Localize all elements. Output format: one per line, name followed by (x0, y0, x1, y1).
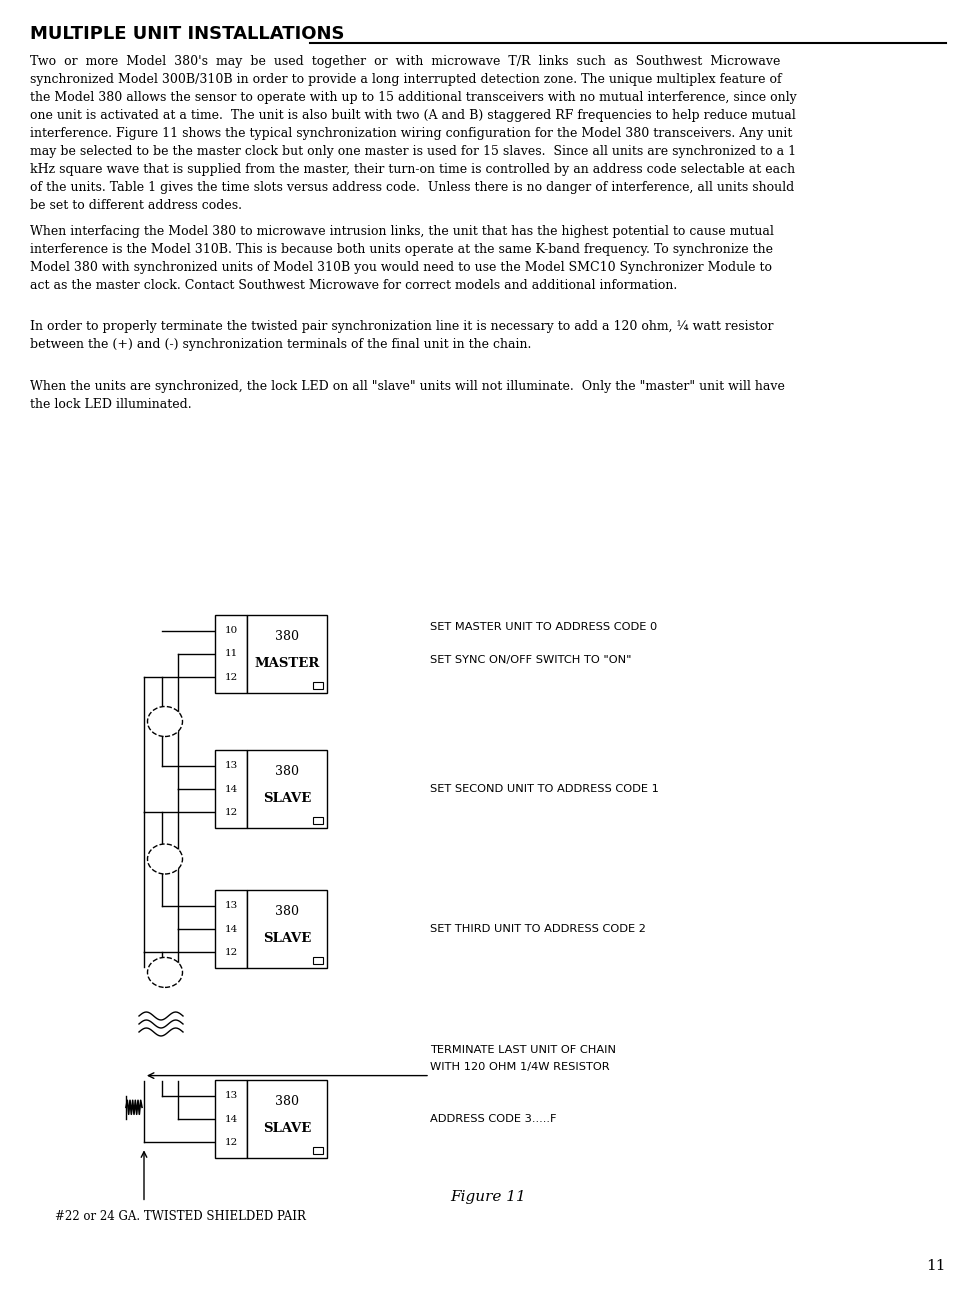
Text: SET SECOND UNIT TO ADDRESS CODE 1: SET SECOND UNIT TO ADDRESS CODE 1 (430, 783, 659, 794)
Bar (313, 957, 323, 963)
Text: 14: 14 (224, 785, 237, 794)
Text: 380: 380 (275, 905, 299, 918)
Text: SLAVE: SLAVE (263, 791, 311, 805)
Text: 380: 380 (275, 765, 299, 778)
Text: When the units are synchronized, the lock LED on all "slave" units will not illu: When the units are synchronized, the loc… (30, 379, 785, 411)
Text: SET THIRD UNIT TO ADDRESS CODE 2: SET THIRD UNIT TO ADDRESS CODE 2 (430, 925, 646, 934)
Text: Figure 11: Figure 11 (450, 1190, 526, 1204)
Text: 380: 380 (275, 1096, 299, 1109)
Text: MASTER: MASTER (255, 657, 319, 670)
Bar (247, 1080, 327, 1158)
Bar (215, 615, 247, 693)
Text: 13: 13 (224, 1092, 237, 1099)
Text: ADDRESS CODE 3.....F: ADDRESS CODE 3.....F (430, 1114, 556, 1124)
Text: SLAVE: SLAVE (263, 932, 311, 945)
Text: TERMINATE LAST UNIT OF CHAIN: TERMINATE LAST UNIT OF CHAIN (430, 1045, 616, 1055)
Text: 13: 13 (224, 901, 237, 910)
Text: 12: 12 (224, 808, 237, 817)
Bar (215, 750, 247, 828)
Text: MULTIPLE UNIT INSTALLATIONS: MULTIPLE UNIT INSTALLATIONS (30, 25, 345, 43)
Text: 11: 11 (224, 650, 237, 658)
Text: 11: 11 (926, 1259, 946, 1273)
Text: #22 or 24 GA. TWISTED SHIELDED PAIR: #22 or 24 GA. TWISTED SHIELDED PAIR (55, 1211, 305, 1224)
Text: 10: 10 (224, 625, 237, 635)
Bar (247, 615, 327, 693)
Bar (247, 890, 327, 967)
Bar (215, 1080, 247, 1158)
Text: 380: 380 (275, 631, 299, 644)
Text: Two  or  more  Model  380's  may  be  used  together  or  with  microwave  T/R  : Two or more Model 380's may be used toge… (30, 54, 796, 212)
Bar (313, 682, 323, 689)
Text: 12: 12 (224, 1138, 237, 1147)
Text: SLAVE: SLAVE (263, 1121, 311, 1134)
Text: 14: 14 (224, 1115, 237, 1124)
Text: 12: 12 (224, 673, 237, 682)
Bar (215, 890, 247, 967)
Bar (247, 750, 327, 828)
Ellipse shape (147, 844, 183, 874)
Text: In order to properly terminate the twisted pair synchronization line it is neces: In order to properly terminate the twist… (30, 320, 774, 351)
Text: SET MASTER UNIT TO ADDRESS CODE 0: SET MASTER UNIT TO ADDRESS CODE 0 (430, 623, 657, 632)
Ellipse shape (147, 957, 183, 987)
Ellipse shape (147, 707, 183, 737)
Bar (313, 1147, 323, 1154)
Text: WITH 120 OHM 1/4W RESISTOR: WITH 120 OHM 1/4W RESISTOR (430, 1062, 610, 1072)
Text: When interfacing the Model 380 to microwave intrusion links, the unit that has t: When interfacing the Model 380 to microw… (30, 225, 774, 291)
Text: SET SYNC ON/OFF SWITCH TO "ON": SET SYNC ON/OFF SWITCH TO "ON" (430, 655, 631, 666)
Text: 14: 14 (224, 925, 237, 934)
Text: 12: 12 (224, 948, 237, 957)
Bar (313, 817, 323, 824)
Text: 13: 13 (224, 761, 237, 771)
